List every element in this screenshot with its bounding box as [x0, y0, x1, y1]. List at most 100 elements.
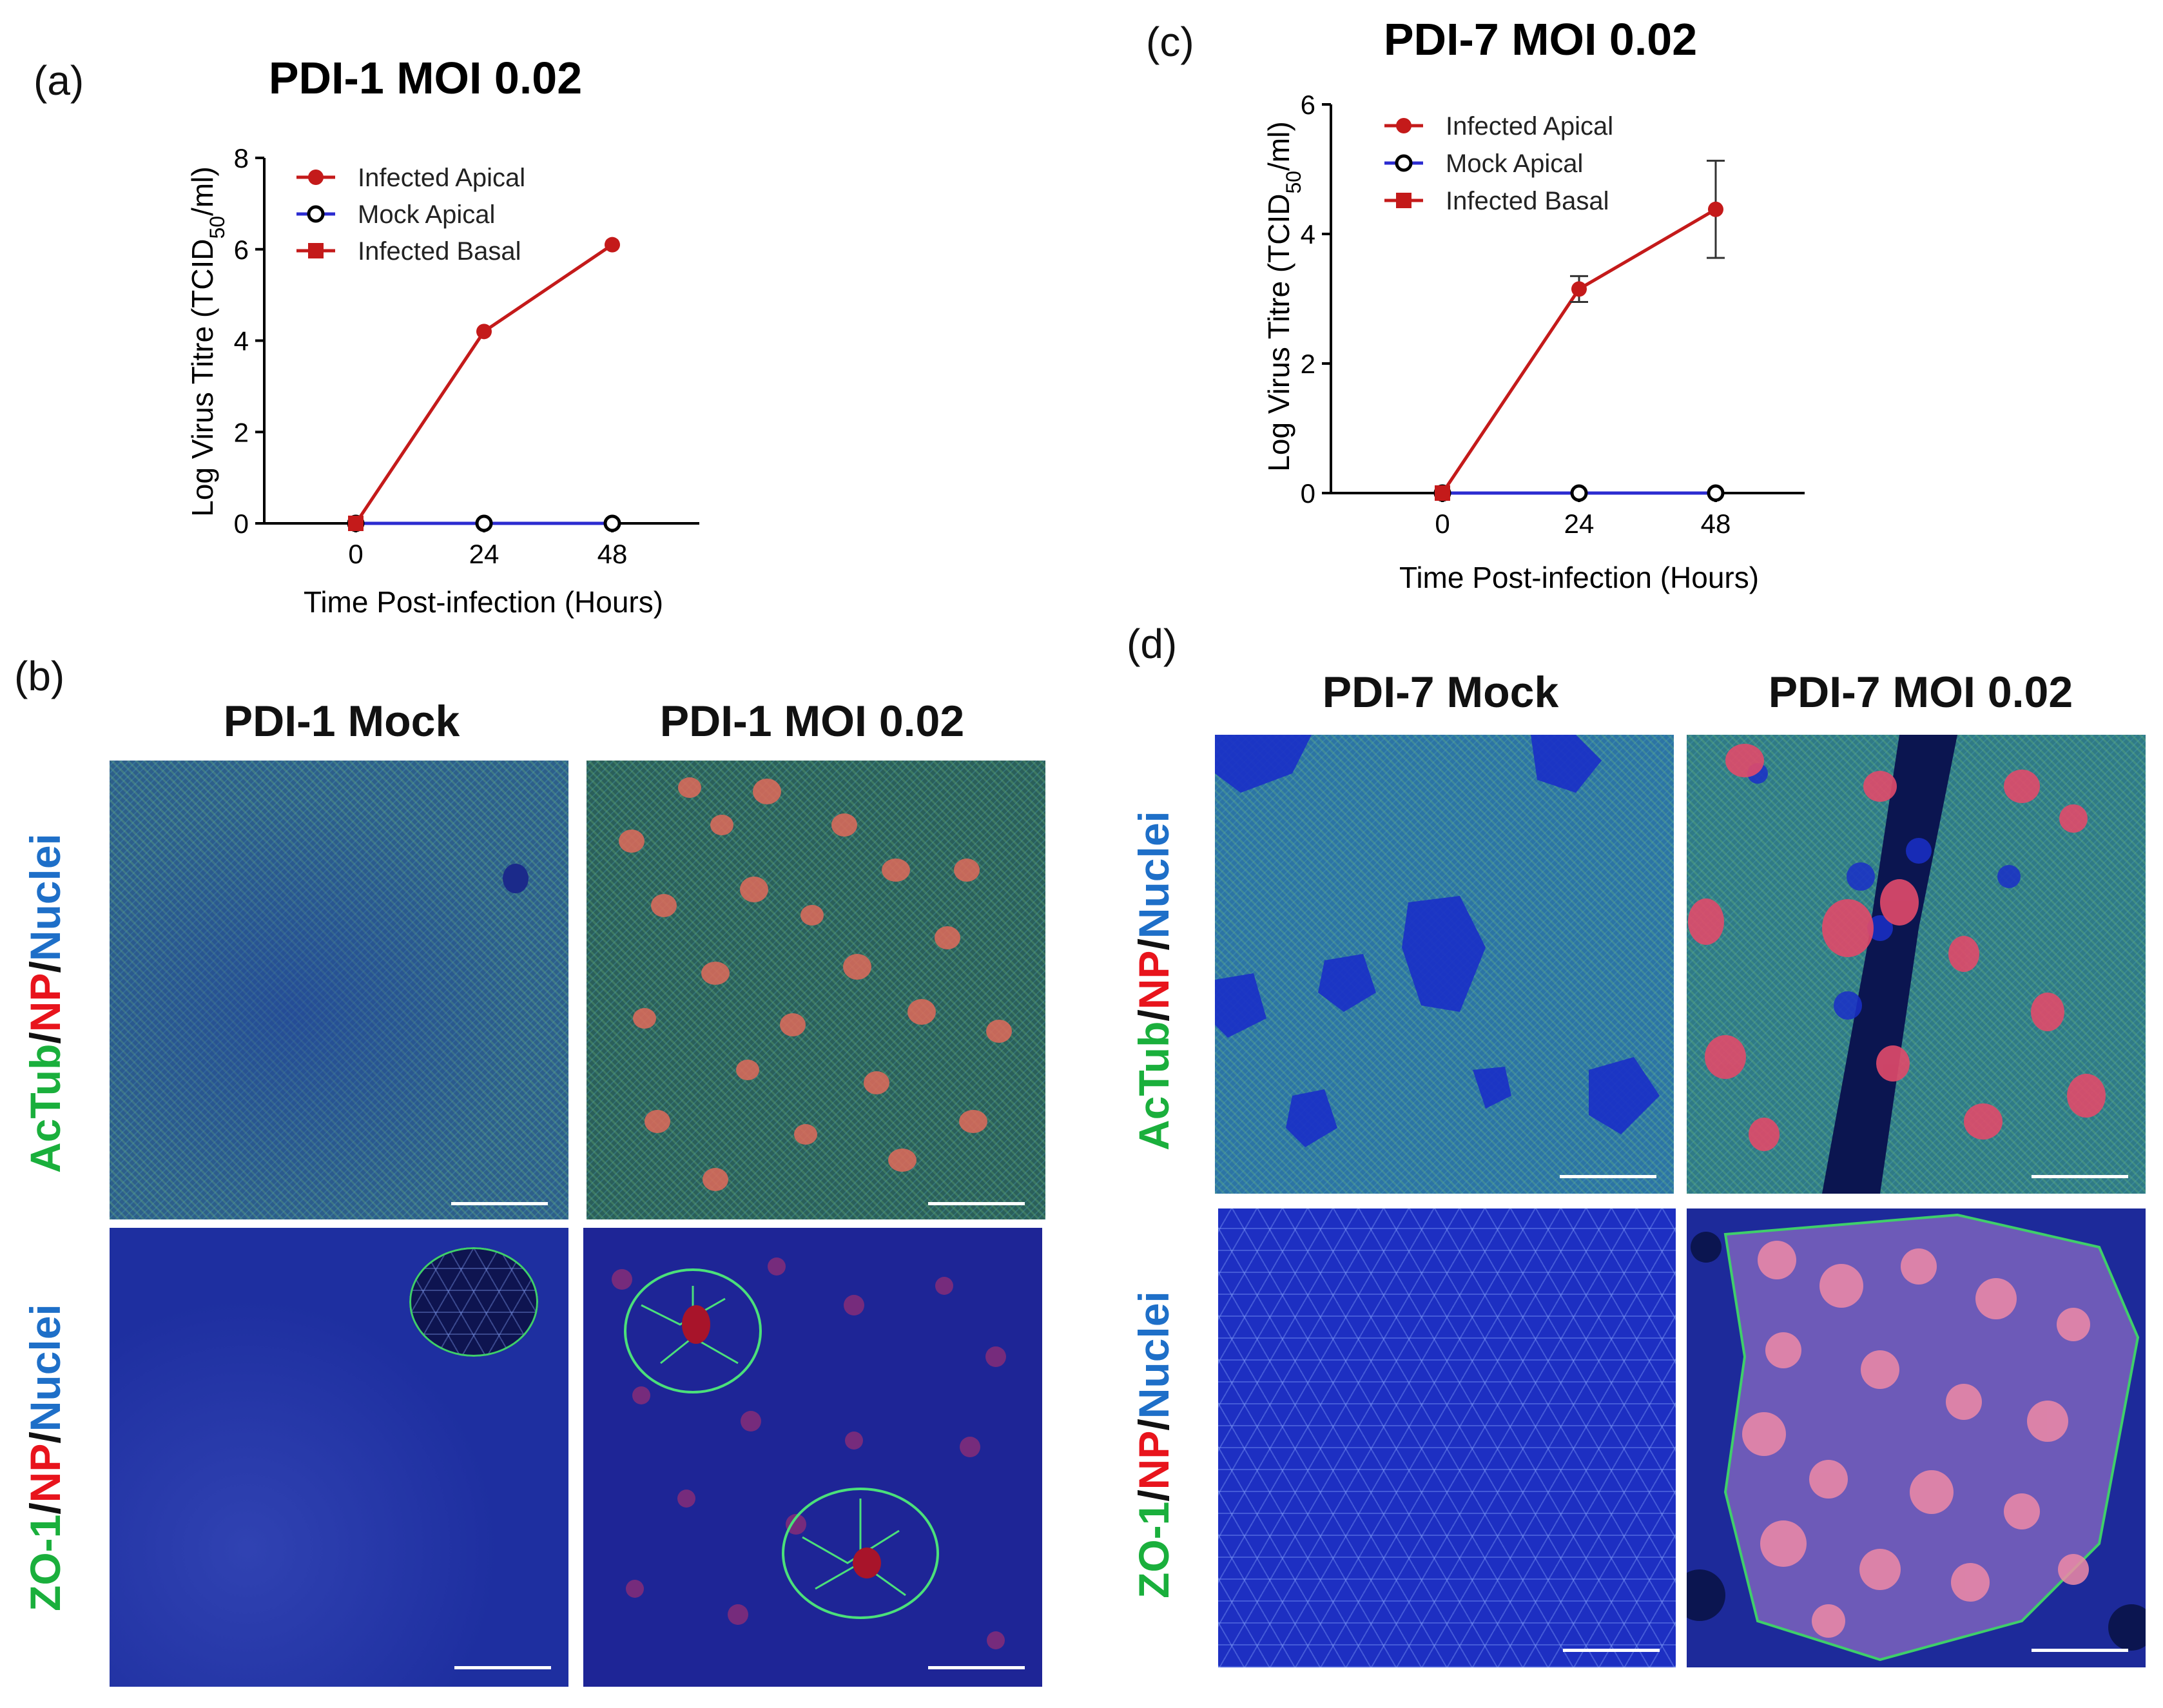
- scale-bar: [454, 1666, 551, 1669]
- x-tick-label: 24: [469, 539, 500, 569]
- micrograph-pdi7-mock-actub: [1215, 735, 1674, 1194]
- chart-legend: Infected Apical Mock Apical Infected Basal: [296, 164, 525, 266]
- legend-marker: [308, 243, 324, 258]
- y-tick-label: 8: [234, 143, 249, 173]
- label-slash: /: [1130, 1490, 1178, 1502]
- x-tick-label: 24: [1564, 509, 1595, 539]
- scale-bar: [2032, 1649, 2128, 1652]
- column-title-infected: PDI-7 MOI 0.02: [1768, 668, 2073, 717]
- y-tick-label: 6: [1301, 90, 1315, 120]
- scale-bar: [928, 1202, 1025, 1205]
- legend-label: Infected Basal: [358, 237, 521, 266]
- row-label-actub: AcTub/NP/Nuclei: [1129, 811, 1178, 1150]
- panel-letter-a: (a): [34, 57, 84, 104]
- scale-bar: [928, 1666, 1025, 1669]
- data-point: [603, 514, 621, 532]
- scale-bar: [451, 1202, 548, 1205]
- y-tick-label: 2: [234, 417, 249, 447]
- label-slash: /: [1130, 1009, 1178, 1022]
- micrograph-pdi1-infected-zo1: [583, 1228, 1042, 1687]
- label-slash: /: [21, 961, 69, 973]
- label-np: NP: [21, 973, 69, 1033]
- y-axis-label: Log Virus Titre (TCID50/ml): [186, 166, 229, 516]
- micrograph-pdi1-mock-actub: [110, 761, 568, 1219]
- label-np: NP: [1130, 1430, 1178, 1490]
- data-point: [1570, 484, 1588, 502]
- y-tick-label: 0: [234, 509, 249, 539]
- legend-label: Mock Apical: [1446, 150, 1583, 178]
- label-nuclei: Nuclei: [1130, 1291, 1178, 1419]
- data-point: [475, 514, 493, 532]
- x-tick-label: 48: [597, 539, 628, 569]
- legend-label: Mock Apical: [358, 200, 495, 229]
- y-tick-label: 2: [1301, 349, 1315, 379]
- panel-letter-d: (d): [1127, 621, 1178, 667]
- legend-marker: [1396, 118, 1411, 133]
- label-slash: /: [1130, 938, 1178, 951]
- infected-cells: [1687, 1213, 2146, 1662]
- label-actub: AcTub: [21, 1043, 69, 1173]
- legend-label: Infected Apical: [358, 164, 525, 192]
- label-slash: /: [21, 1431, 69, 1444]
- infected-cells: [619, 777, 1012, 1191]
- label-np: NP: [1130, 950, 1178, 1010]
- series-line: [354, 243, 614, 525]
- legend-marker: [307, 205, 325, 223]
- y-tick-label: 4: [234, 326, 249, 356]
- data-point: [1435, 485, 1450, 501]
- scale-bar: [1560, 1175, 1656, 1178]
- chart-series: [1433, 159, 1725, 502]
- y-tick-label: 6: [234, 235, 249, 265]
- row-label-actub: AcTub/NP/Nuclei: [21, 833, 70, 1173]
- y-tick-label: 4: [1301, 219, 1315, 249]
- x-tick-label: 48: [1701, 509, 1731, 539]
- legend-marker: [308, 170, 324, 185]
- x-axis-label: Time Post-infection (Hours): [1399, 561, 1759, 594]
- data-point: [1571, 281, 1587, 297]
- label-nuclei: Nuclei: [21, 833, 69, 962]
- micrograph-pdi7-infected-zo1: [1687, 1208, 2146, 1667]
- scale-bar: [1563, 1649, 1660, 1652]
- chart-legend: Infected Apical Mock Apical Infected Basal: [1384, 112, 1613, 215]
- micrograph-pdi1-mock-zo1: [110, 1228, 568, 1687]
- series-line: [1440, 208, 1717, 494]
- label-nuclei: Nuclei: [1130, 811, 1178, 939]
- label-slash: /: [21, 1502, 69, 1515]
- panel-letter-b: (b): [14, 653, 65, 699]
- label-slash: /: [1130, 1419, 1178, 1431]
- label-actub: AcTub: [1130, 1021, 1178, 1150]
- data-point: [605, 237, 620, 253]
- label-zo1: ZO-1: [21, 1514, 69, 1611]
- x-tick-label: 0: [1435, 509, 1450, 539]
- scale-bar: [2032, 1175, 2128, 1178]
- chart-title: PDI-1 MOI 0.02: [269, 53, 582, 103]
- row-label-zo1: ZO-1/NP/Nuclei: [21, 1304, 70, 1611]
- infected-cells: [1688, 735, 2106, 1194]
- column-title-mock: PDI-1 Mock: [223, 697, 460, 746]
- legend-marker: [1396, 193, 1411, 208]
- x-tick-label: 0: [348, 539, 363, 569]
- data-point: [476, 324, 492, 340]
- legend-label: Infected Apical: [1446, 112, 1613, 141]
- data-point: [1707, 484, 1725, 502]
- row-label-zo1: ZO-1/NP/Nuclei: [1129, 1291, 1178, 1598]
- x-axis-label: Time Post-infection (Hours): [304, 585, 663, 619]
- column-title-infected: PDI-1 MOI 0.02: [659, 697, 965, 746]
- chart-series: [347, 237, 621, 532]
- legend-label: Infected Basal: [1446, 187, 1609, 215]
- infected-cells: [612, 1257, 1006, 1649]
- column-title-mock: PDI-7 Mock: [1322, 668, 1559, 717]
- micrograph-pdi7-infected-actub: [1687, 735, 2146, 1194]
- chart-title: PDI-7 MOI 0.02: [1384, 14, 1697, 64]
- y-tick-label: 0: [1301, 478, 1315, 509]
- label-zo1: ZO-1: [1130, 1501, 1178, 1598]
- legend-marker: [1395, 154, 1413, 172]
- label-slash: /: [21, 1032, 69, 1044]
- micrograph-pdi1-infected-actub: [587, 761, 1045, 1219]
- data-point: [348, 516, 364, 531]
- micrograph-pdi7-mock-zo1: [1218, 1208, 1676, 1667]
